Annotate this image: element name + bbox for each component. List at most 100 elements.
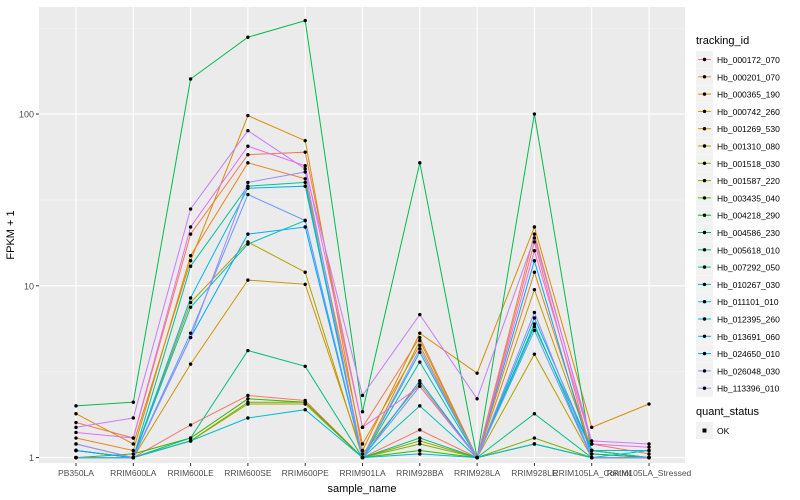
y-tick-label: 100 bbox=[19, 110, 34, 120]
data-point bbox=[532, 225, 537, 229]
data-point bbox=[74, 412, 78, 416]
data-point bbox=[188, 335, 193, 340]
data-point bbox=[131, 400, 135, 404]
legend-label: Hb_004586_230 bbox=[717, 228, 780, 238]
shape-legend-title: quant_status bbox=[696, 406, 759, 418]
data-point bbox=[532, 316, 537, 320]
data-point bbox=[246, 348, 250, 353]
data-point bbox=[74, 455, 78, 460]
data-point bbox=[418, 404, 422, 408]
x-tick-label: RRIM928LA bbox=[454, 468, 501, 478]
data-point bbox=[188, 225, 193, 229]
data-point bbox=[303, 364, 307, 368]
legend-key-point bbox=[702, 334, 707, 338]
shape-legend: quant_status OK bbox=[696, 406, 759, 439]
data-point bbox=[475, 371, 479, 375]
legend-key-point bbox=[702, 351, 707, 356]
data-point bbox=[590, 442, 594, 446]
data-point bbox=[188, 439, 193, 443]
data-point bbox=[303, 170, 307, 174]
data-point bbox=[74, 442, 78, 446]
data-point bbox=[418, 384, 422, 389]
shape-legend-marker bbox=[702, 428, 707, 433]
legend-label: Hb_011101_010 bbox=[717, 297, 779, 307]
data-point bbox=[303, 177, 307, 181]
legend-label: Hb_005618_010 bbox=[717, 245, 780, 255]
legend-key-point bbox=[702, 317, 707, 321]
data-point bbox=[303, 408, 307, 412]
legend-key-point bbox=[702, 144, 707, 148]
data-point bbox=[647, 442, 651, 446]
data-point bbox=[418, 161, 422, 165]
data-point bbox=[532, 324, 537, 329]
data-point bbox=[418, 347, 422, 351]
data-point bbox=[74, 448, 78, 453]
data-point bbox=[418, 428, 422, 432]
legend-label: Hb_010267_030 bbox=[717, 280, 780, 290]
x-tick-label: RRIM600PE bbox=[282, 468, 330, 478]
data-point bbox=[418, 312, 422, 317]
data-point bbox=[418, 335, 422, 340]
data-point bbox=[246, 186, 250, 190]
x-tick-label: RRIM600LA bbox=[110, 468, 157, 478]
x-axis-label: sample_name bbox=[327, 483, 396, 495]
data-point bbox=[418, 338, 422, 343]
legend-label: Hb_000742_260 bbox=[717, 107, 780, 117]
data-point bbox=[360, 452, 365, 456]
data-point bbox=[532, 240, 537, 244]
data-point bbox=[590, 455, 594, 460]
legend-key-point bbox=[702, 282, 707, 287]
legend-title: tracking_id bbox=[696, 35, 749, 47]
data-point bbox=[246, 278, 250, 282]
data-point bbox=[647, 455, 651, 460]
x-tick-label: RRIM105LA_Control bbox=[552, 468, 631, 478]
data-point bbox=[188, 331, 193, 335]
data-point bbox=[188, 77, 193, 81]
data-point bbox=[647, 402, 651, 406]
data-point bbox=[74, 430, 78, 435]
data-point bbox=[360, 409, 365, 414]
data-point bbox=[303, 270, 307, 274]
data-point bbox=[188, 232, 193, 236]
data-point bbox=[532, 328, 537, 333]
legend-label: Hb_001587_220 bbox=[717, 176, 780, 186]
color-legend: tracking_id Hb_000172_070 Hb_000201_070 Hb… bbox=[696, 35, 780, 397]
data-point bbox=[360, 425, 365, 430]
y-tick-label: 10 bbox=[24, 281, 34, 291]
legend-label: Hb_001518_030 bbox=[717, 159, 780, 169]
data-point bbox=[532, 270, 537, 274]
x-tick-label: RRIM600LE bbox=[167, 468, 214, 478]
data-point bbox=[532, 232, 537, 236]
data-point bbox=[532, 436, 537, 440]
legend-label: Hb_001269_530 bbox=[717, 124, 780, 134]
legend-label: Hb_004218_290 bbox=[717, 211, 780, 221]
data-point bbox=[418, 442, 422, 446]
data-point bbox=[360, 442, 365, 446]
x-tick-label: RRIM928BA bbox=[396, 468, 444, 478]
legend-key-point bbox=[702, 127, 707, 131]
data-point bbox=[303, 180, 307, 185]
data-point bbox=[532, 236, 537, 240]
data-point bbox=[188, 300, 193, 305]
data-point bbox=[590, 452, 594, 456]
x-axis: PB350LA RRIM600LA RRIM600LE RRIM600SE RRIM60… bbox=[58, 463, 692, 478]
data-point bbox=[647, 452, 651, 456]
data-point bbox=[360, 455, 365, 460]
data-point bbox=[418, 381, 422, 386]
data-point bbox=[246, 152, 250, 157]
data-point bbox=[188, 436, 193, 440]
legend-label: Hb_024650_010 bbox=[717, 349, 780, 359]
legend-key-point bbox=[702, 196, 707, 200]
legend-key-point bbox=[702, 92, 707, 96]
data-point bbox=[246, 416, 250, 420]
data-point bbox=[532, 442, 537, 446]
x-tick-label: RRIM901LA bbox=[339, 468, 386, 478]
data-point bbox=[303, 282, 307, 287]
data-point bbox=[246, 35, 250, 39]
data-point bbox=[246, 144, 250, 148]
legend-key-point bbox=[702, 178, 707, 183]
data-point bbox=[246, 113, 250, 118]
data-point bbox=[303, 164, 307, 168]
data-point bbox=[532, 310, 537, 315]
